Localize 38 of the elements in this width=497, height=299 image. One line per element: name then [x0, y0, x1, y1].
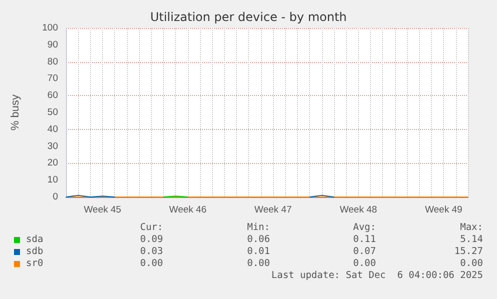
y-tick-label: 20 — [47, 158, 58, 169]
text: 0.00 — [139, 258, 163, 269]
y-tick-label: 100 — [42, 22, 58, 34]
text: 0.06 — [246, 234, 270, 245]
x-tick-label: Week 45 — [84, 204, 122, 216]
text: 0.11 — [352, 234, 376, 245]
y-tick-label: 90 — [47, 39, 58, 50]
legend-label: sda — [26, 234, 44, 245]
chart-title: Utilization per device - by month — [150, 10, 347, 24]
y-tick-label: 10 — [47, 174, 58, 186]
x-tick-label: Week 49 — [424, 204, 462, 216]
legend-label: sr0 — [26, 258, 44, 269]
text: 0.01 — [246, 246, 270, 257]
text: 15.27 — [453, 246, 483, 257]
text: 0.09 — [139, 234, 163, 245]
text: Min: — [246, 222, 270, 233]
y-axis-title: % busy — [10, 94, 22, 131]
x-tick-label: Week 47 — [254, 204, 292, 216]
text: Max: — [459, 222, 483, 233]
text: 0.00 — [246, 258, 270, 269]
x-tick-label: Week 48 — [340, 204, 378, 216]
y-tick-label: 30 — [47, 140, 58, 152]
y-tick-label: 0 — [52, 192, 58, 202]
text: 0.07 — [352, 246, 376, 257]
y-tick-label: 40 — [47, 124, 58, 135]
text: Last update: Sat Dec 6 04:00:06 2025 — [270, 270, 483, 281]
text: 5.14 — [459, 234, 483, 245]
text: 0.00 — [352, 258, 376, 269]
text: 0.00 — [459, 258, 483, 269]
text: Avg: — [352, 222, 376, 233]
y-tick-label: 60 — [47, 90, 58, 102]
x-tick-label: Week 46 — [169, 204, 206, 216]
y-tick-label: 50 — [47, 107, 58, 118]
y-tick-label: 80 — [47, 56, 58, 68]
text: Cur: — [139, 222, 163, 233]
text: 0.03 — [139, 246, 163, 257]
y-tick-label: 70 — [47, 73, 58, 84]
legend-label: sdb — [26, 246, 44, 257]
